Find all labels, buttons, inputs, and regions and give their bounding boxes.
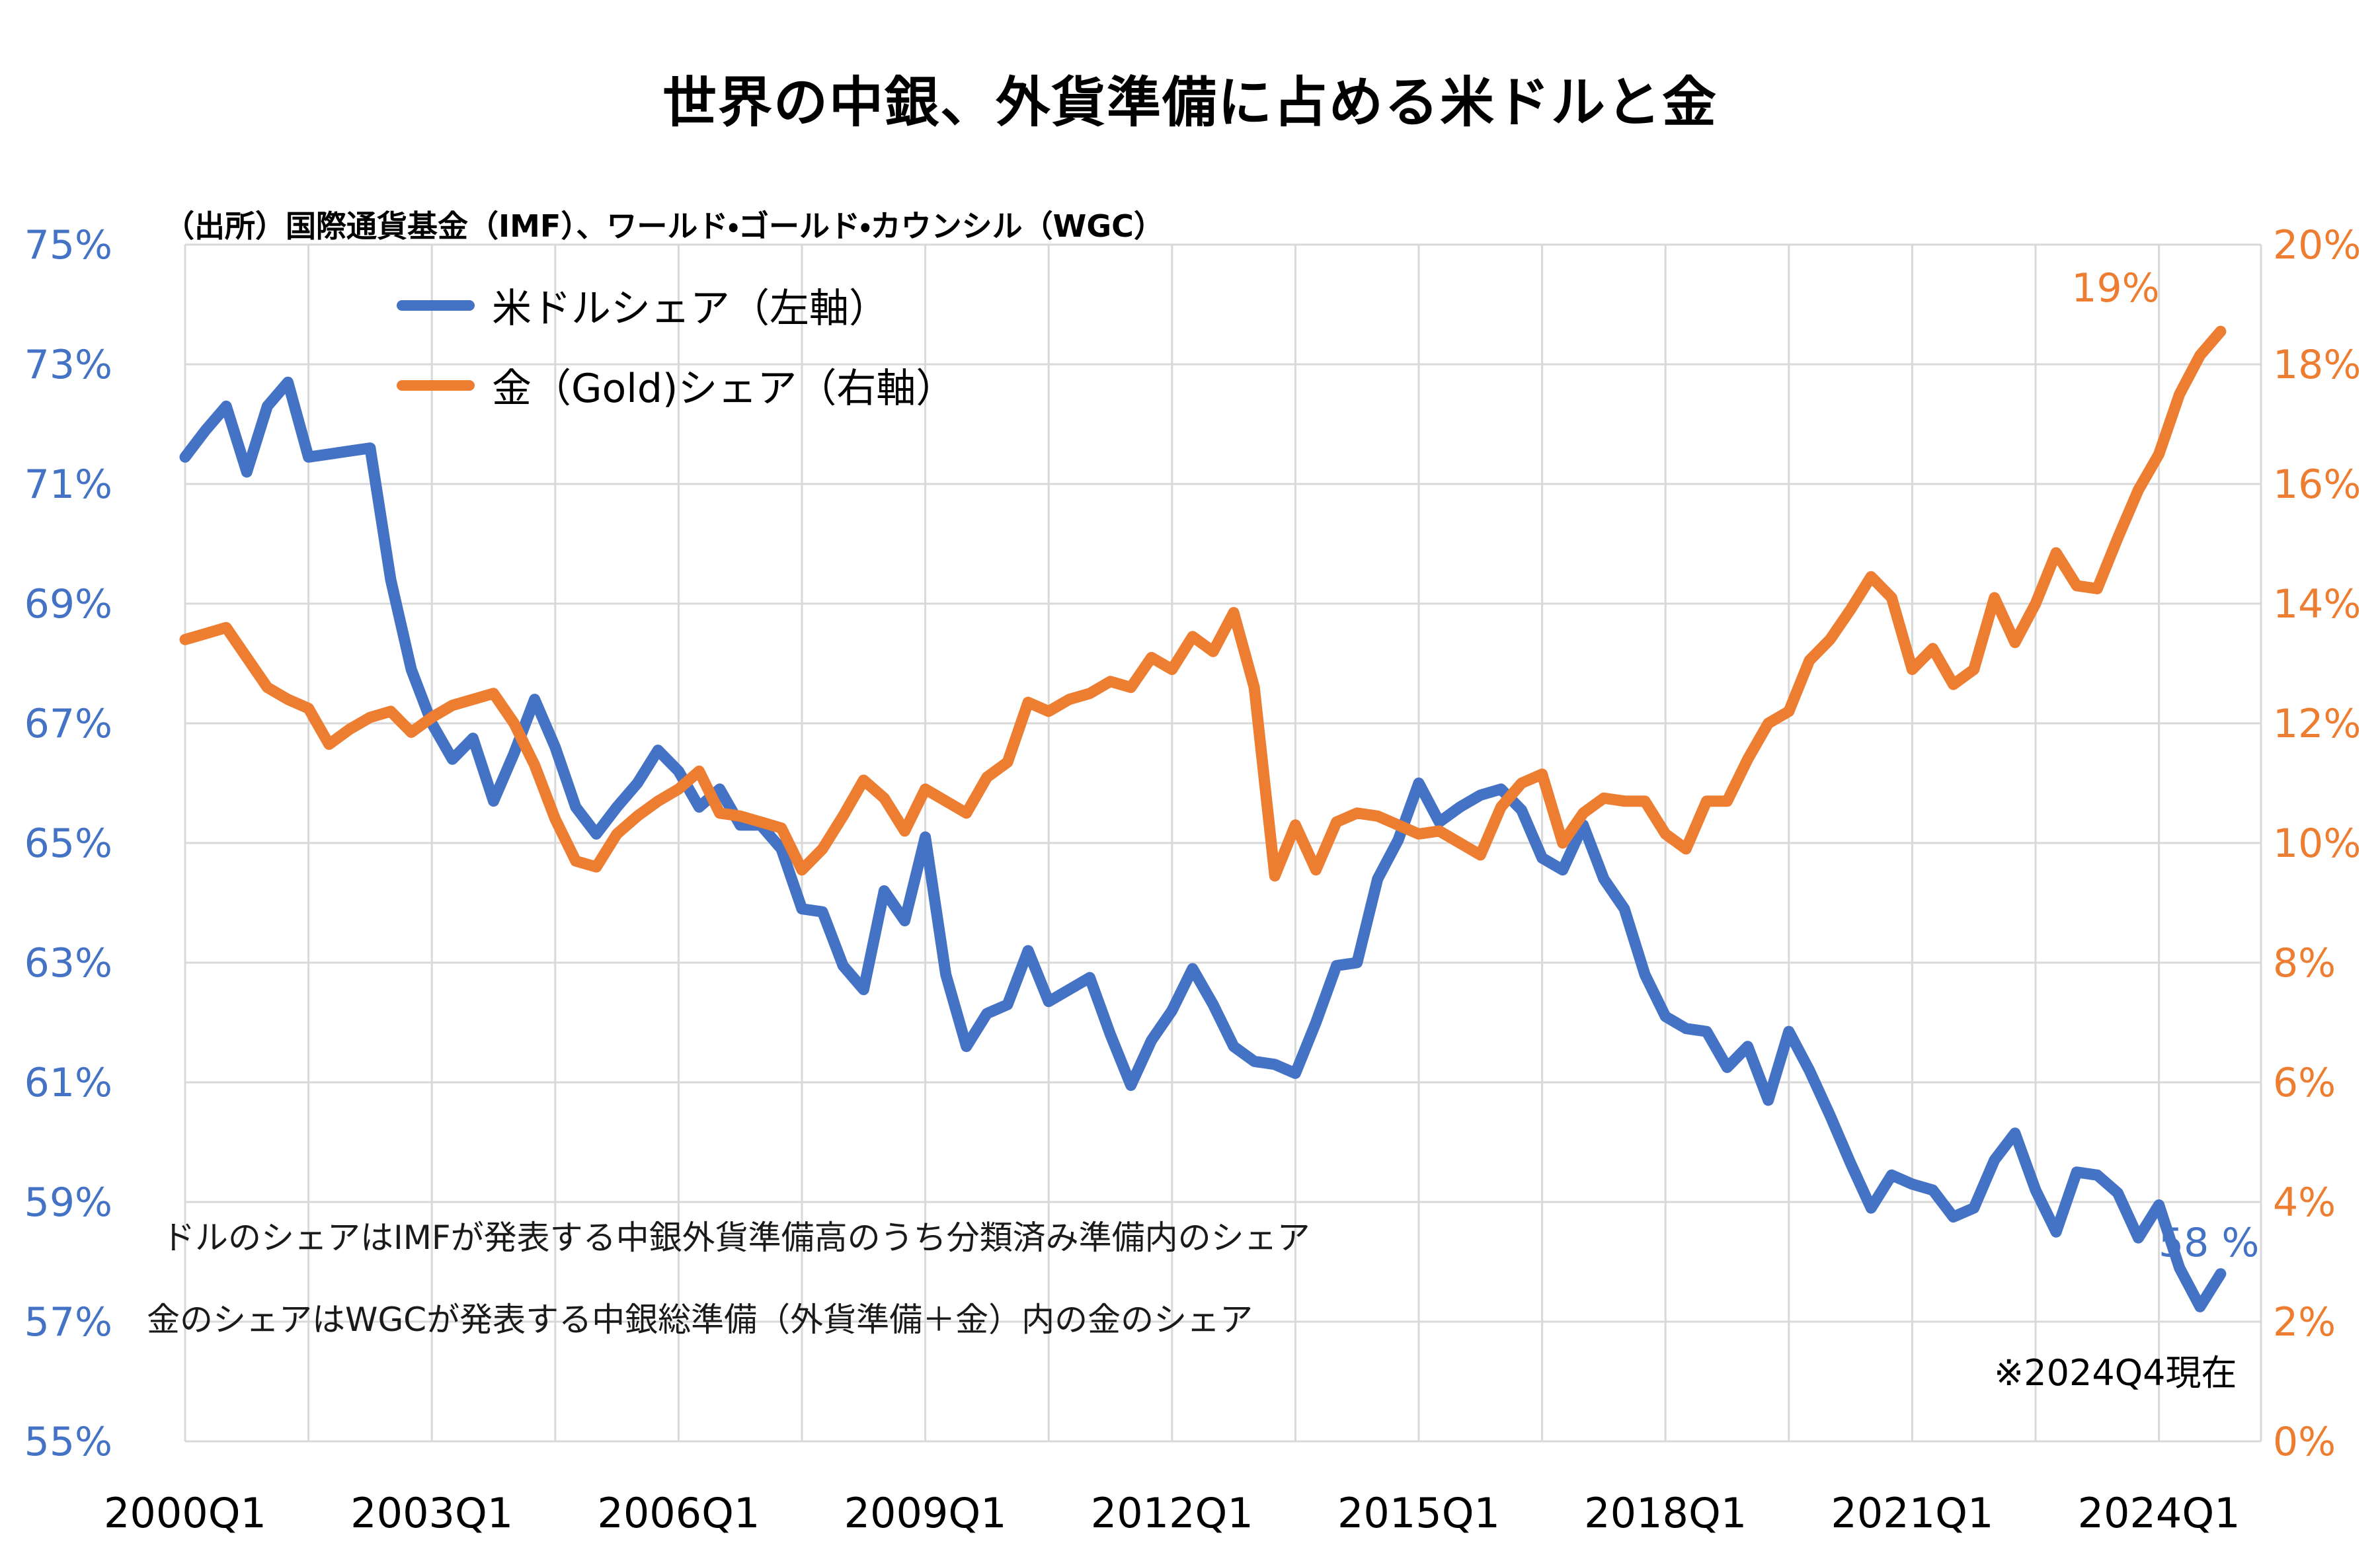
- right-axis-tick: 14%: [2273, 581, 2361, 627]
- left-axis-tick: 61%: [24, 1060, 112, 1106]
- x-axis-tick: 2024Q1: [2078, 1489, 2241, 1537]
- right-axis-tick: 12%: [2273, 701, 2361, 747]
- annotations: 19% 58 %: [2071, 265, 2259, 1266]
- left-axis-ticks: 75% 73% 71% 69% 67% 65% 63% 61% 59% 57% 55%: [24, 222, 112, 1465]
- note-usd-definition: ドルのシェアはIMFが発表する中銀外貨準備高のうち分類済み準備内のシェア: [162, 1219, 1310, 1257]
- x-axis-tick: 2021Q1: [1831, 1489, 1993, 1537]
- legend-label-usd: 米ドルシェア（左軸）: [492, 286, 889, 332]
- right-axis-tick: 18%: [2273, 342, 2361, 388]
- x-axis-tick: 2003Q1: [350, 1489, 513, 1537]
- usd-share-line: [179, 376, 2227, 1312]
- x-axis-tick: 2012Q1: [1091, 1489, 1253, 1537]
- legend-swatch-usd-icon: [397, 300, 475, 311]
- right-axis-tick: 20%: [2273, 222, 2361, 268]
- x-axis-ticks: 2000Q1 2003Q1 2006Q1 2009Q1 2012Q1 2015Q1 2018…: [104, 1489, 2241, 1537]
- left-axis-tick: 73%: [24, 342, 112, 388]
- x-axis-tick: 2006Q1: [597, 1489, 760, 1537]
- right-axis-tick: 16%: [2273, 461, 2361, 508]
- left-axis-tick: 67%: [24, 701, 112, 747]
- left-axis-tick: 71%: [24, 461, 112, 508]
- as-of-footnote: ※2024Q4現在: [1994, 1352, 2237, 1394]
- legend-item-usd: 米ドルシェア（左軸）: [397, 276, 955, 334]
- right-axis-tick: 8%: [2273, 940, 2336, 986]
- left-axis-tick: 57%: [24, 1299, 112, 1345]
- gridlines: [184, 243, 2262, 1443]
- left-axis-tick: 63%: [24, 940, 112, 986]
- left-axis-tick: 55%: [24, 1419, 112, 1465]
- left-axis-tick: 75%: [24, 222, 112, 268]
- right-axis-tick: 6%: [2273, 1060, 2336, 1106]
- right-axis-tick: 0%: [2273, 1419, 2336, 1465]
- series-lines: [179, 325, 2227, 1312]
- legend: 米ドルシェア（左軸） 金（Gold)シェア（右軸）: [397, 276, 955, 414]
- left-axis-tick: 59%: [24, 1180, 112, 1226]
- x-axis-tick: 2018Q1: [1584, 1489, 1747, 1537]
- right-axis-tick: 2%: [2273, 1299, 2336, 1345]
- gold-share-line: [179, 325, 2227, 882]
- legend-label-gold: 金（Gold)シェア（右軸）: [492, 366, 956, 412]
- right-axis-ticks: 20% 18% 16% 14% 12% 10% 8% 6% 4% 2% 0%: [2273, 222, 2361, 1465]
- left-axis-tick: 69%: [24, 581, 112, 627]
- right-axis-tick: 4%: [2273, 1180, 2336, 1226]
- usd-end-value-label: 58 %: [2159, 1220, 2259, 1266]
- gold-end-value-label: 19%: [2071, 265, 2159, 311]
- source-note: （出所）国際通貨基金（IMF）、ワールド・ゴールド・カウンシル（WGC）: [164, 208, 1164, 244]
- right-axis-tick: 10%: [2273, 821, 2361, 867]
- x-axis-tick: 2015Q1: [1337, 1489, 1500, 1537]
- note-gold-definition: 金のシェアはWGCが発表する中銀総準備（外貨準備＋金）内の金のシェア: [147, 1301, 1253, 1339]
- x-axis-tick: 2000Q1: [104, 1489, 266, 1537]
- left-axis-tick: 65%: [24, 821, 112, 867]
- page-title: 世界の中銀、外貨準備に占める米ドルと金: [662, 71, 1718, 134]
- legend-item-gold: 金（Gold)シェア（右軸）: [397, 356, 955, 414]
- x-axis-tick: 2009Q1: [844, 1489, 1007, 1537]
- legend-swatch-gold-icon: [397, 380, 475, 391]
